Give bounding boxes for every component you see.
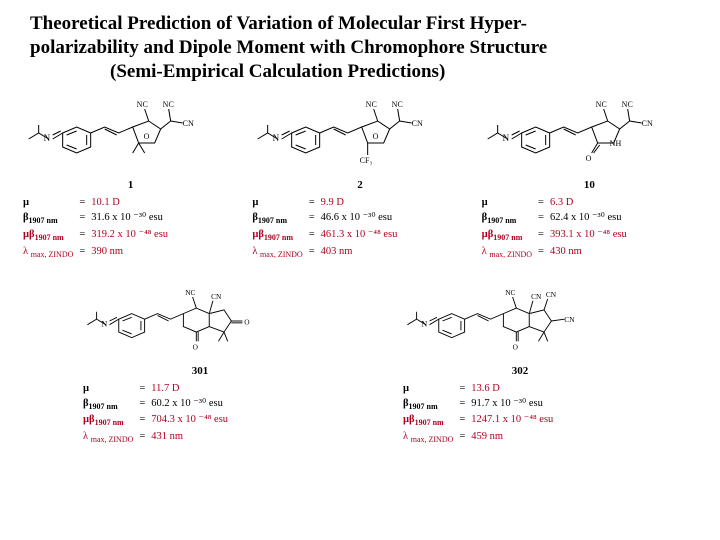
svg-text:N: N (421, 319, 427, 328)
compound-id: 302 (400, 365, 640, 377)
svg-text:NC: NC (392, 100, 403, 109)
compound-block: N O NC NC CN CF₃ 2 µ=9.9 D β1907 nm=46.6… (249, 91, 470, 260)
structure-diagram: N O NC NC CN CF₃ (249, 91, 470, 179)
svg-text:NC: NC (621, 100, 632, 109)
title-line-2: polarizability and Dipole Moment with Ch… (30, 36, 690, 60)
page-title: Theoretical Prediction of Variation of M… (20, 12, 700, 83)
svg-text:NC: NC (366, 100, 377, 109)
svg-text:O: O (585, 154, 591, 163)
title-line-1: Theoretical Prediction of Variation of M… (30, 12, 690, 36)
structure-diagram: N O NC NC CN (20, 91, 241, 179)
svg-text:NH: NH (609, 139, 621, 148)
svg-text:NC: NC (185, 288, 195, 297)
compound-block: N O NC NC CN (20, 91, 241, 260)
svg-text:CN: CN (531, 291, 542, 300)
svg-text:CN: CN (183, 119, 194, 128)
svg-text:CF₃: CF₃ (360, 156, 373, 165)
svg-text:N: N (101, 319, 107, 328)
svg-text:N: N (44, 133, 51, 143)
compound-block: N NH NC NC CN O 10 µ=6.3 D β190 (479, 91, 700, 260)
compound-id: 1 (20, 179, 241, 191)
svg-text:O: O (193, 342, 199, 351)
compound-properties: µ=9.9 D β1907 nm=46.6 x 10 ⁻³⁰ esu µβ190… (249, 195, 470, 260)
svg-text:CN: CN (412, 119, 423, 128)
svg-text:CN: CN (641, 119, 652, 128)
compound-block: N NC CN O O 301 µ=11.7 D (80, 277, 320, 446)
compound-id: 10 (479, 179, 700, 191)
compound-properties: µ=10.1 D β1907 nm=31.6 x 10 ⁻³⁰ esu µβ19… (20, 195, 241, 260)
svg-text:N: N (502, 133, 509, 143)
structure-diagram: N NC CN CN CN O (400, 277, 640, 365)
svg-text:CN: CN (211, 291, 222, 300)
compounds-row-2: N NC CN O O 301 µ=11.7 D (20, 277, 700, 446)
svg-text:O: O (244, 317, 250, 326)
structure-diagram: N NC CN O O (80, 277, 320, 365)
svg-text:NC: NC (505, 288, 515, 297)
title-line-3: (Semi-Empirical Calculation Predictions) (30, 60, 690, 84)
compound-id: 2 (249, 179, 470, 191)
svg-text:NC: NC (595, 100, 606, 109)
svg-text:CN: CN (546, 290, 557, 299)
compound-properties: µ=11.7 D β1907 nm=60.2 x 10 ⁻³⁰ esu µβ19… (80, 381, 320, 446)
svg-text:O: O (373, 132, 379, 141)
svg-text:O: O (144, 132, 150, 141)
svg-text:NC: NC (163, 100, 174, 109)
compounds-row-1: N O NC NC CN (20, 91, 700, 260)
compound-block: N NC CN CN CN O 302 µ=13.6 D (400, 277, 640, 446)
compound-properties: µ=6.3 D β1907 nm=62.4 x 10 ⁻³⁰ esu µβ190… (479, 195, 700, 260)
compound-properties: µ=13.6 D β1907 nm=91.7 x 10 ⁻³⁰ esu µβ19… (400, 381, 640, 446)
svg-text:CN: CN (564, 314, 575, 323)
svg-text:N: N (273, 133, 280, 143)
structure-diagram: N NH NC NC CN O (479, 91, 700, 179)
compound-id: 301 (80, 365, 320, 377)
svg-text:O: O (513, 342, 519, 351)
svg-text:NC: NC (137, 100, 148, 109)
